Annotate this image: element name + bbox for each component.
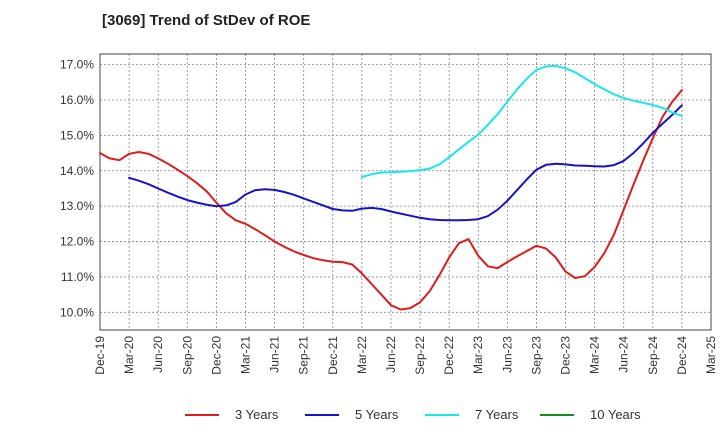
chart-title: [3069] Trend of StDev of ROE [102, 12, 311, 29]
x-tick-label: Dec-20 [209, 336, 223, 375]
x-tick-label: Jun-24 [617, 336, 631, 373]
x-tick-label: Jun-22 [384, 336, 398, 373]
y-tick-label: 10.0% [60, 305, 94, 319]
y-tick-label: 13.0% [60, 199, 94, 213]
x-tick-label: Dec-21 [326, 336, 340, 375]
legend-label: 10 Years [590, 407, 641, 422]
x-tick-label: Mar-23 [471, 336, 485, 374]
x-tick-label: Dec-23 [559, 336, 573, 375]
x-tick-label: Sep-24 [646, 336, 660, 375]
axis-layer: 10.0% 11.0% 12.0% 13.0% 14.0% 15.0% 16.0% 17.0%… [60, 53, 718, 375]
y-tick-label: 12.0% [60, 235, 94, 249]
x-tick-label: Jun-21 [268, 336, 282, 373]
x-tick-label: Mar-22 [355, 336, 369, 374]
x-tick-label: Mar-21 [238, 336, 252, 374]
y-tick-label: 17.0% [60, 58, 94, 72]
x-tick-label: Mar-20 [122, 336, 136, 374]
legend-label: 7 Years [475, 407, 519, 422]
legend-item: 3 Years [185, 407, 279, 422]
legend: 3 Years 5 Years 7 Years 10 Years [185, 407, 641, 422]
legend-item: 10 Years [540, 407, 641, 422]
series-line-7-years [360, 65, 683, 179]
legend-label: 5 Years [355, 407, 399, 422]
x-tick-label: Sep-23 [529, 336, 543, 375]
x-tick-label: Dec-24 [675, 336, 689, 375]
grid-layer [99, 54, 712, 330]
series-line-5-years [128, 104, 683, 222]
legend-item: 7 Years [425, 407, 519, 422]
x-tick-label: Sep-20 [180, 336, 194, 375]
x-tick-label: Mar-25 [704, 336, 718, 374]
y-tick-label: 15.0% [60, 128, 94, 142]
x-tick-label: Mar-24 [588, 336, 602, 374]
series-layer [99, 65, 683, 311]
x-tick-label: Jun-23 [500, 336, 514, 373]
plot-frame [99, 53, 712, 331]
x-tick-label: Dec-19 [93, 336, 107, 375]
y-tick-label: 14.0% [60, 164, 94, 178]
x-tick-label: Sep-21 [297, 336, 311, 375]
series-line-3-years [99, 89, 683, 311]
y-tick-label: 11.0% [61, 270, 94, 284]
legend-label: 3 Years [235, 407, 279, 422]
x-tick-label: Dec-22 [442, 336, 456, 375]
legend-item: 5 Years [305, 407, 399, 422]
x-tick-label: Jun-20 [151, 336, 165, 373]
x-tick-label: Sep-22 [413, 336, 427, 375]
y-tick-label: 16.0% [60, 93, 94, 107]
